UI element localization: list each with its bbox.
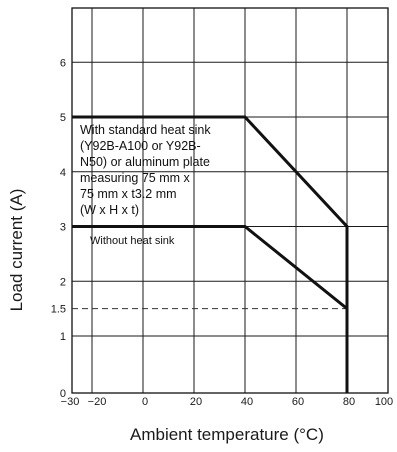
annotation-line-2: (Y92B-A100 or Y92B- — [80, 139, 201, 153]
x-tick-labels: −30 −20 0 20 40 60 80 100 — [61, 396, 394, 408]
y-tick-label: 4 — [60, 167, 66, 179]
annotation-line-4: measuring 75 mm x — [80, 171, 191, 185]
y-tick-label: 1.5 — [51, 304, 66, 316]
y-tick-label: 0 — [60, 388, 66, 400]
x-tick-label: 100 — [375, 396, 393, 408]
x-tick-label: 60 — [292, 396, 304, 408]
annotation-line-3: N50) or aluminum plate — [80, 155, 210, 169]
annotation-line-6: (W x H x t) — [80, 203, 139, 217]
x-axis-title: Ambient temperature (°C) — [130, 425, 324, 444]
y-tick-labels: 0 1 1.5 2 3 4 5 6 — [51, 57, 66, 400]
x-tick-label: 0 — [142, 396, 148, 408]
no-heat-sink-label: Without heat sink — [90, 235, 175, 247]
y-tick-label: 1 — [60, 331, 66, 343]
x-tick-label: 40 — [241, 396, 253, 408]
x-tick-label: 80 — [343, 396, 355, 408]
y-tick-label: 5 — [60, 112, 66, 124]
x-tick-label: 20 — [190, 396, 202, 408]
heat-sink-annotation: With standard heat sink (Y92B-A100 or Y9… — [80, 123, 211, 217]
y-axis-title: Load current (A) — [7, 189, 26, 312]
y-tick-label: 6 — [60, 57, 66, 69]
plot-frame — [71, 7, 389, 394]
annotation-line-5: 75 mm x t3.2 mm — [80, 187, 177, 201]
series-line-without-heat-sink — [72, 225, 349, 393]
annotation-line-1: With standard heat sink — [80, 123, 211, 137]
y-tick-label: 2 — [60, 276, 66, 288]
x-tick-label: −30 — [61, 396, 80, 408]
series-lines — [72, 115, 349, 393]
y-tick-label: 3 — [60, 222, 66, 234]
x-tick-label: −20 — [88, 396, 107, 408]
